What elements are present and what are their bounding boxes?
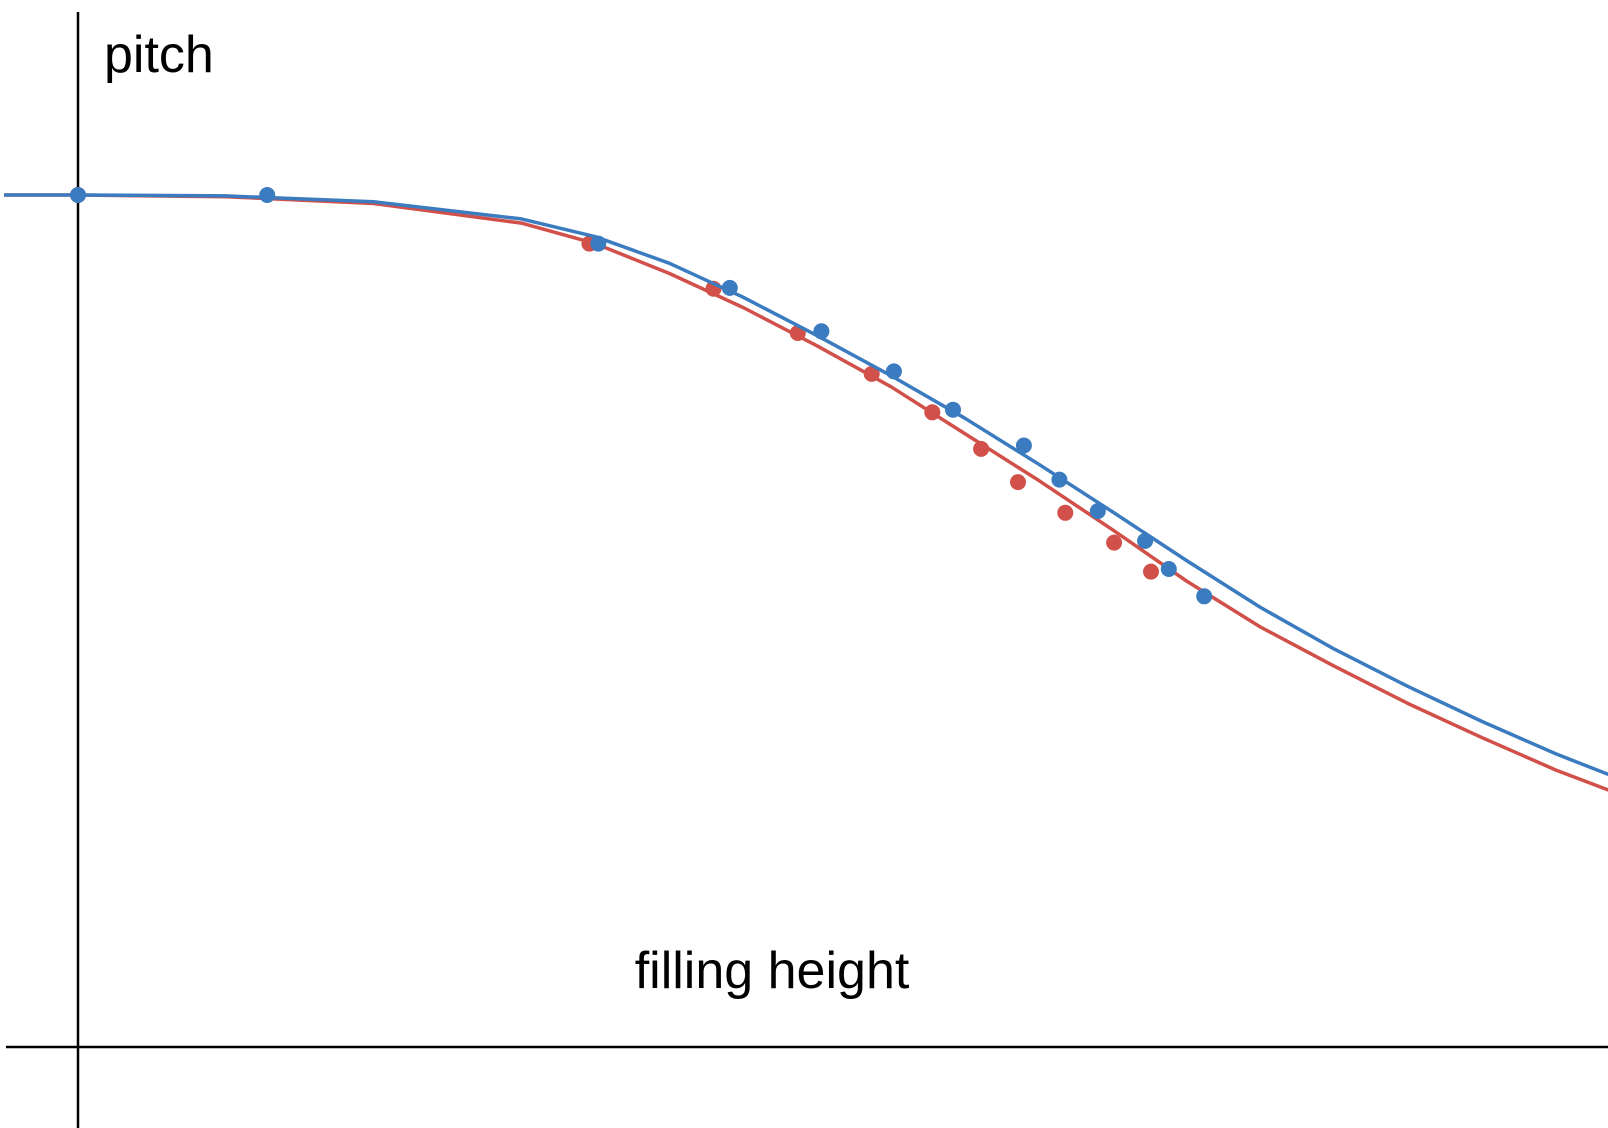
series-2 xyxy=(4,187,1608,777)
series-2-point-1 xyxy=(70,187,86,203)
series-1-point-6 xyxy=(924,404,941,421)
series-2-fit-line xyxy=(4,193,1608,777)
series-2-point-6 xyxy=(885,363,902,380)
series-1-point-11 xyxy=(1143,563,1159,580)
y-axis-label: pitch xyxy=(104,26,214,84)
series-2-point-10 xyxy=(1089,503,1106,520)
series-2-point-12 xyxy=(1160,561,1177,577)
series-2-point-5 xyxy=(813,323,830,340)
series-1-point-8 xyxy=(1010,474,1026,491)
series-2-point-3 xyxy=(590,235,607,252)
series-1-point-10 xyxy=(1106,534,1123,551)
series-2-point-8 xyxy=(1015,437,1032,454)
series-2-point-9 xyxy=(1051,471,1068,488)
series-1 xyxy=(4,187,1608,792)
series-2-point-11 xyxy=(1137,532,1154,549)
series-2-point-13 xyxy=(1196,588,1213,605)
series-1-fit-line xyxy=(4,193,1608,792)
series-2-point-4 xyxy=(721,279,738,296)
series-1-point-7 xyxy=(973,440,990,457)
series-2-point-2 xyxy=(259,187,276,203)
series-1-point-5 xyxy=(863,365,880,382)
series-layer xyxy=(4,187,1608,792)
x-axis-label: filling height xyxy=(635,942,910,1000)
series-1-point-9 xyxy=(1057,504,1074,521)
series-2-point-7 xyxy=(945,401,961,418)
